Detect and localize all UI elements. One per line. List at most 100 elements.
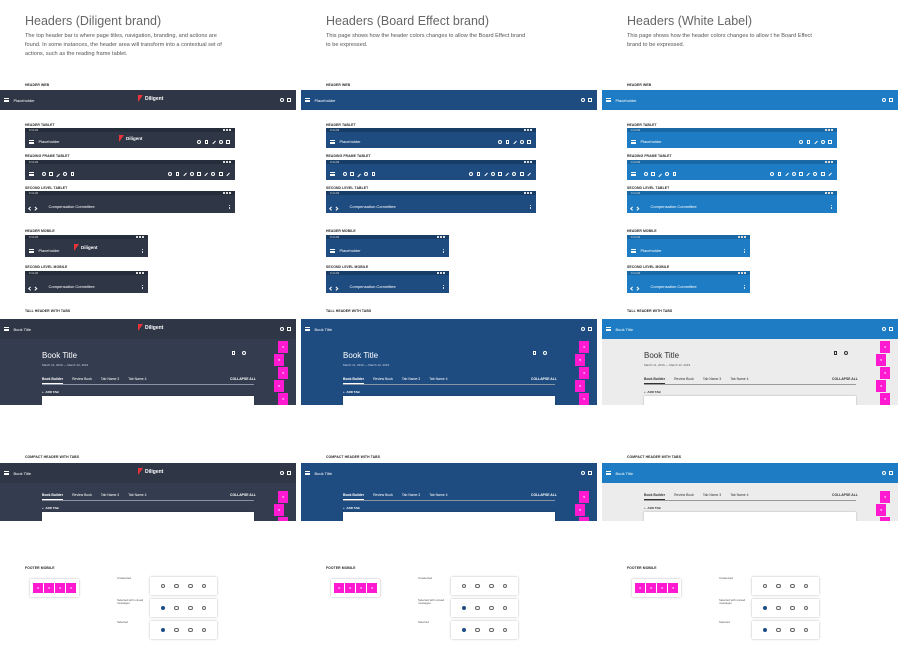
- help-icon[interactable]: [799, 140, 804, 144]
- notes-icon[interactable]: [820, 172, 825, 176]
- menu-icon[interactable]: [631, 140, 636, 144]
- zoom-icon[interactable]: [791, 172, 796, 176]
- help-icon[interactable]: [881, 471, 886, 475]
- rail-item[interactable]: Hi: [880, 367, 890, 379]
- help-icon[interactable]: [279, 471, 284, 475]
- footer-tab[interactable]: Hi: [33, 583, 43, 593]
- tab-3[interactable]: Tab Name 4: [128, 493, 147, 497]
- rail-item[interactable]: Hi: [876, 504, 886, 516]
- people-icon[interactable]: [188, 605, 193, 611]
- chat-icon[interactable]: [776, 627, 781, 633]
- rail-item[interactable]: Hi: [278, 393, 288, 405]
- more-icon[interactable]: [831, 205, 832, 209]
- menu-icon[interactable]: [305, 471, 310, 475]
- chat-icon[interactable]: [174, 627, 179, 633]
- megaphone-icon[interactable]: [532, 351, 537, 355]
- footer-tab[interactable]: Hi: [367, 583, 377, 593]
- delete-icon[interactable]: [777, 172, 782, 176]
- footer-tab[interactable]: Hi: [646, 583, 656, 593]
- tab-1[interactable]: Review Book: [674, 377, 694, 381]
- logout-icon[interactable]: [527, 140, 531, 144]
- comment-icon[interactable]: [484, 172, 488, 176]
- menu-icon[interactable]: [29, 249, 34, 253]
- chevron-right-icon[interactable]: [635, 205, 640, 210]
- spacer[interactable]: [49, 172, 53, 176]
- tab-3[interactable]: Tab Name 4: [128, 377, 147, 381]
- footer-tab[interactable]: Hi: [356, 583, 366, 593]
- add-tab-button[interactable]: + ADD TAB: [343, 506, 360, 510]
- help-icon[interactable]: [881, 98, 886, 102]
- refresh-icon[interactable]: [844, 351, 849, 355]
- rail-item[interactable]: Hi: [579, 341, 589, 353]
- user-icon[interactable]: [201, 583, 207, 589]
- tab-0[interactable]: Book Builder: [644, 377, 666, 384]
- rail-item[interactable]: Hi: [579, 517, 589, 521]
- menu-icon[interactable]: [606, 471, 611, 475]
- tab-1[interactable]: Review Book: [373, 377, 393, 381]
- tab-3[interactable]: Tab Name 4: [429, 377, 448, 381]
- chevron-right-icon[interactable]: [635, 285, 640, 290]
- settings-icon[interactable]: [889, 471, 893, 475]
- pen-icon[interactable]: [498, 172, 502, 176]
- menu-icon[interactable]: [330, 172, 335, 176]
- help-icon[interactable]: [881, 327, 886, 331]
- menu-icon[interactable]: [606, 327, 611, 331]
- tab-3[interactable]: Tab Name 4: [730, 493, 749, 497]
- logout-icon[interactable]: [226, 140, 230, 144]
- notification-icon[interactable]: [160, 583, 166, 589]
- rail-item[interactable]: Hi: [278, 491, 288, 503]
- chat-icon[interactable]: [475, 627, 480, 633]
- footer-tab[interactable]: Hi: [334, 583, 344, 593]
- menu-icon[interactable]: [29, 140, 34, 144]
- settings-icon[interactable]: [218, 140, 223, 144]
- refresh-icon[interactable]: [242, 351, 247, 355]
- history-icon[interactable]: [63, 172, 68, 176]
- pencil-icon[interactable]: [813, 172, 818, 176]
- footer-tab[interactable]: Hi: [668, 583, 678, 593]
- collapse-all-button[interactable]: COLLAPSE ALL: [832, 377, 858, 381]
- people-icon[interactable]: [489, 627, 494, 633]
- more-icon[interactable]: [229, 205, 230, 209]
- page-icon[interactable]: [371, 172, 376, 176]
- spacer[interactable]: [651, 172, 655, 176]
- chat-icon[interactable]: [475, 583, 480, 589]
- rail-item[interactable]: Hi: [876, 380, 886, 392]
- more-icon[interactable]: [744, 285, 745, 289]
- edit-icon[interactable]: [643, 172, 648, 176]
- bookmark-icon[interactable]: [527, 172, 531, 176]
- search-icon[interactable]: [658, 174, 662, 178]
- footer-tab[interactable]: Hi: [657, 583, 667, 593]
- tab-1[interactable]: Review Book: [72, 377, 92, 381]
- tab-3[interactable]: Tab Name 4: [730, 377, 749, 381]
- people-icon[interactable]: [489, 583, 494, 589]
- phone-icon[interactable]: [806, 140, 811, 144]
- menu-icon[interactable]: [631, 249, 636, 253]
- menu-icon[interactable]: [330, 249, 335, 253]
- collapse-all-button[interactable]: COLLAPSE ALL: [531, 493, 557, 497]
- zoom-icon[interactable]: [490, 172, 495, 176]
- menu-icon[interactable]: [305, 98, 310, 102]
- notification-icon[interactable]: [762, 583, 768, 589]
- history-icon[interactable]: [364, 172, 369, 176]
- chevron-left-icon[interactable]: [329, 285, 334, 290]
- user-icon[interactable]: [502, 583, 508, 589]
- people-icon[interactable]: [790, 605, 795, 611]
- settings-icon[interactable]: [287, 98, 291, 102]
- rail-item[interactable]: Hi: [278, 367, 288, 379]
- menu-icon[interactable]: [631, 172, 636, 176]
- rail-item[interactable]: Hi: [274, 380, 284, 392]
- chevron-right-icon[interactable]: [33, 205, 38, 210]
- help-icon[interactable]: [580, 98, 585, 102]
- settings-icon[interactable]: [588, 98, 592, 102]
- footer-tab[interactable]: Hi: [345, 583, 355, 593]
- megaphone-icon[interactable]: [833, 351, 838, 355]
- add-tab-button[interactable]: + ADD TAB: [644, 390, 661, 394]
- rail-item[interactable]: Hi: [274, 354, 284, 366]
- footer-tab[interactable]: Hi: [66, 583, 76, 593]
- notification-icon[interactable]: [762, 627, 768, 633]
- tab-2[interactable]: Tab Name 3: [100, 493, 120, 497]
- notification-icon[interactable]: [160, 605, 166, 611]
- menu-icon[interactable]: [330, 140, 335, 144]
- collapse-all-button[interactable]: COLLAPSE ALL: [230, 493, 256, 497]
- footer-tab[interactable]: Hi: [55, 583, 65, 593]
